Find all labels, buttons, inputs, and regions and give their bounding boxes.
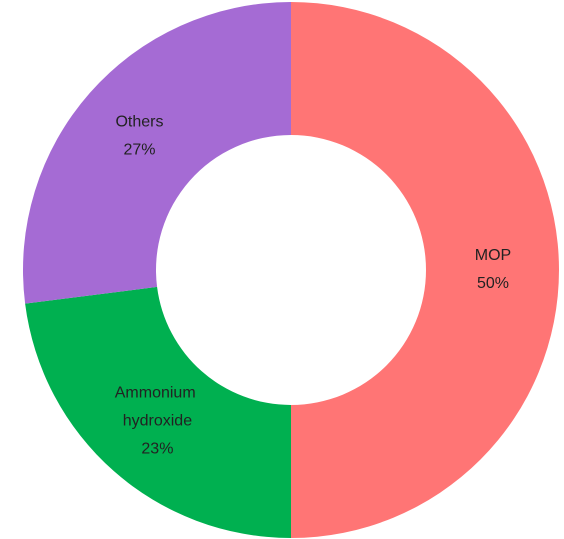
- label-line: Others: [115, 114, 163, 131]
- label-line: hydroxide: [123, 413, 192, 430]
- donut-slice: [25, 286, 292, 538]
- slice-label: Ammonium hydroxide: [115, 385, 200, 430]
- donut-slice: [23, 2, 292, 304]
- slice-value-label: 50%: [477, 275, 509, 292]
- slice-value-label: 23%: [141, 441, 173, 458]
- slice-label: Others: [115, 114, 163, 131]
- slice-label: MOP: [475, 247, 511, 264]
- donut-slice: [291, 2, 559, 538]
- slice-value-label: 27%: [123, 142, 155, 159]
- label-line: Ammonium: [115, 385, 200, 402]
- label-line: MOP: [475, 247, 511, 264]
